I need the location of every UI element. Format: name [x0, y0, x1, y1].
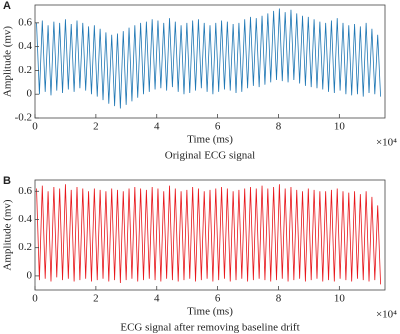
plot-frame	[34, 4, 386, 119]
x-tick-label: 8	[276, 121, 282, 133]
signal-line	[36, 8, 381, 109]
x-tick-label: 8	[276, 293, 282, 305]
x-tick-label: 4	[154, 121, 160, 133]
panel-label: B	[3, 175, 11, 187]
panel-caption: Original ECG signal	[165, 150, 255, 162]
x-tick-label: 2	[93, 121, 99, 133]
y-tick-label: 0	[27, 269, 33, 281]
y-tick-label: 0.2	[18, 64, 32, 76]
panel-label: A	[3, 0, 11, 12]
signal-line	[36, 184, 381, 285]
x-tick-label: 0	[32, 293, 38, 305]
y-tick-label: 0.6	[18, 185, 32, 197]
x-tick-label: 6	[215, 293, 221, 305]
y-tick-label: 0	[27, 88, 33, 100]
x-multiplier: ×10⁴	[376, 137, 397, 149]
y-axis-label: Amplitude (mv)	[2, 199, 14, 271]
y-tick-label: 0.4	[18, 40, 32, 52]
x-tick-label: 6	[215, 121, 221, 133]
x-tick-label: 2	[93, 293, 99, 305]
x-tick-label: 4	[154, 293, 160, 305]
plot-frame	[34, 179, 386, 291]
x-tick-label: 10	[334, 121, 346, 133]
x-tick-label: 0	[32, 121, 38, 133]
y-tick-label: 0.6	[18, 16, 32, 28]
x-axis-label: Time (ms)	[187, 134, 233, 146]
x-tick-label: 10	[334, 293, 346, 305]
y-tick-label: 0.4	[18, 213, 32, 225]
x-multiplier: ×10⁴	[376, 309, 397, 321]
x-axis-label: Time (ms)	[187, 306, 233, 318]
panel-caption: ECG signal after removing baseline drift	[120, 322, 299, 334]
y-axis-label: Amplitude (mv)	[2, 26, 14, 98]
y-tick-label: 0.2	[18, 241, 32, 253]
y-tick-label: -0.2	[15, 112, 32, 124]
